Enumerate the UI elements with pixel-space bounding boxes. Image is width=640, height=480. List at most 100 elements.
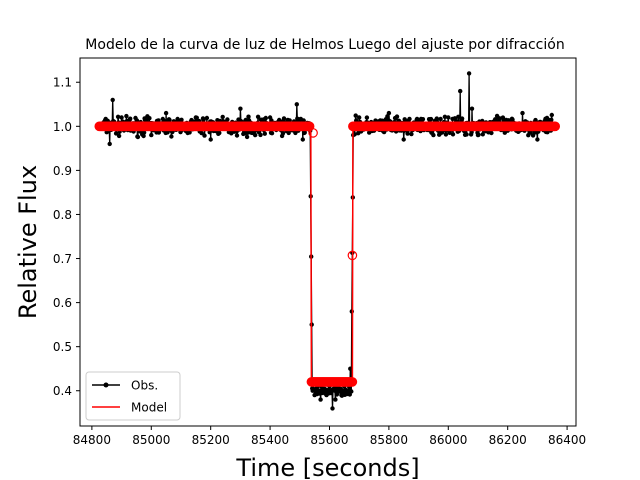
x-tick-label: 86400: [548, 433, 586, 447]
obs-point: [187, 130, 192, 135]
obs-point: [480, 132, 485, 137]
x-tick-label: 86200: [489, 433, 527, 447]
obs-point: [262, 131, 267, 136]
obs-point: [386, 110, 392, 116]
obs-point: [438, 116, 443, 122]
obs-point: [253, 132, 258, 138]
y-tick-label: 0.5: [53, 340, 72, 354]
legend-model-label: Model: [131, 401, 167, 415]
obs-point: [207, 130, 212, 135]
x-tick-label: 85200: [192, 433, 230, 447]
obs-point: [409, 131, 414, 137]
obs-point: [204, 115, 210, 121]
obs-point: [450, 132, 456, 137]
obs-point: [431, 132, 436, 138]
model-series: [94, 121, 560, 387]
obs-point: [549, 112, 554, 118]
obs-point: [258, 132, 263, 138]
legend: Obs. Model: [85, 371, 181, 421]
obs-point: [110, 97, 115, 103]
x-tick-label: 85400: [251, 433, 289, 447]
model-marker: [550, 121, 560, 132]
obs-point: [294, 102, 299, 107]
obs-point: [220, 114, 225, 120]
obs-point: [330, 406, 335, 411]
obs-point: [434, 116, 439, 121]
obs-point: [149, 132, 154, 138]
obs-point: [353, 113, 358, 118]
obs-point: [141, 133, 146, 139]
obs-point: [446, 115, 451, 120]
obs-point: [287, 118, 292, 123]
x-tick-label: 86000: [429, 433, 467, 447]
model-edge-marker: [308, 128, 318, 138]
plot-frame: [79, 57, 577, 427]
obs-point: [246, 114, 251, 119]
obs-point: [135, 134, 141, 140]
obs-point: [244, 134, 250, 140]
obs-point: [476, 132, 481, 137]
plot-background: [80, 58, 576, 426]
obs-point: [443, 132, 449, 137]
obs-point: [286, 130, 291, 136]
obs-point: [348, 366, 353, 371]
obs-point: [497, 116, 502, 121]
obs-point: [134, 118, 140, 123]
obs-point: [394, 114, 400, 119]
obs-point: [420, 117, 426, 122]
obs-point: [428, 116, 434, 122]
legend-box: [85, 371, 181, 421]
obs-point: [459, 116, 465, 121]
obs-point: [318, 397, 323, 402]
obs-point: [281, 116, 287, 121]
y-axis-label: Relative Flux: [14, 165, 42, 319]
obs-point: [458, 88, 463, 94]
obs-point: [156, 118, 161, 123]
obs-point: [263, 115, 268, 121]
obs-point: [405, 131, 410, 136]
obs-point: [447, 130, 452, 135]
obs-point: [147, 116, 152, 121]
y-tick-label: 1.0: [53, 120, 72, 134]
obs-point: [549, 117, 554, 123]
x-tick-label: 85800: [370, 433, 408, 447]
obs-point: [113, 131, 119, 136]
x-axis: 84800 85000 85200 85400 85600 85800 86000 86200…: [73, 426, 586, 447]
obs-point: [238, 106, 243, 111]
model-marker: [347, 377, 358, 387]
obs-point: [280, 131, 286, 136]
model-edge-marker: [347, 250, 358, 261]
obs-point: [116, 133, 122, 139]
obs-point: [535, 137, 540, 142]
y-tick-label: 0.7: [53, 252, 72, 266]
obs-point: [442, 114, 448, 120]
obs-point: [456, 114, 461, 120]
y-tick-label: 0.9: [53, 164, 72, 178]
chart-title: Modelo de la curva de luz de Helmos Lueg…: [85, 37, 564, 53]
obs-point: [489, 130, 494, 136]
obs-point: [169, 134, 174, 139]
obs-point: [217, 130, 222, 136]
obs-point: [225, 117, 230, 122]
obs-point: [520, 110, 525, 116]
obs-point: [357, 115, 362, 120]
y-tick-label: 0.8: [53, 208, 72, 222]
y-axis: 0.4 0.5 0.6 0.7 0.8 0.9 1.0 1.1: [53, 76, 80, 398]
obs-point: [128, 116, 133, 121]
obs-point: [179, 117, 184, 123]
obs-point: [194, 115, 199, 121]
obs-point: [124, 113, 129, 119]
obs-point: [464, 132, 469, 137]
y-tick-label: 1.1: [53, 76, 72, 90]
obs-point: [208, 137, 213, 142]
obs-point: [107, 141, 112, 147]
obs-point: [255, 114, 261, 120]
obs-point: [334, 392, 340, 397]
obs-point: [234, 133, 240, 138]
obs-point: [333, 397, 338, 402]
x-tick-label: 84800: [73, 433, 111, 447]
y-tick-label: 0.6: [53, 296, 72, 310]
obs-point: [202, 133, 207, 138]
obs-point: [302, 130, 307, 135]
